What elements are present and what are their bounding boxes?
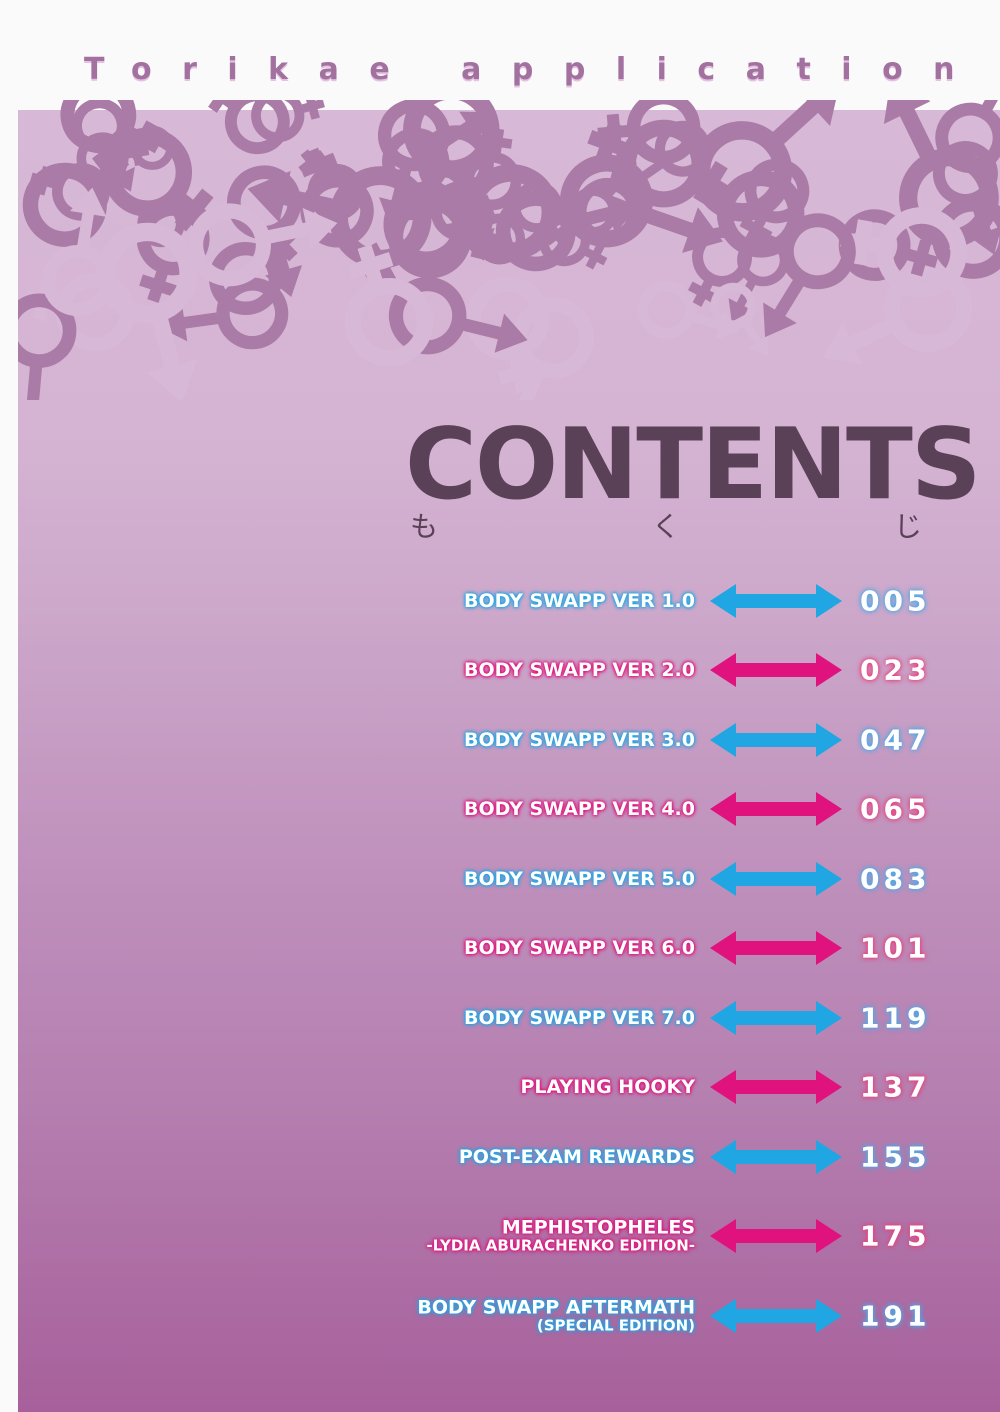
toc-entry-title-block: BODY SWAPP AFTERMATH (SPECIAL EDITION) <box>417 1298 695 1335</box>
toc-entry-page: 101 <box>860 931 931 965</box>
toc-entry-page: 065 <box>860 792 931 826</box>
double-arrow-icon <box>710 723 842 757</box>
double-arrow-icon <box>710 792 842 826</box>
male-symbol-icon <box>71 100 135 192</box>
toc-entry-page: 023 <box>860 653 931 687</box>
toc-entry-page: 083 <box>860 862 931 896</box>
female-symbol-icon <box>251 100 325 143</box>
series-title: Torikae application <box>84 52 986 87</box>
toc-entry-subtitle: (SPECIAL EDITION) <box>536 1316 695 1335</box>
double-arrow-icon <box>710 1299 842 1333</box>
male-symbol-icon <box>822 263 973 365</box>
gender-symbols-decoration <box>18 100 1000 400</box>
male-symbol-icon <box>763 213 856 338</box>
male-symbol-icon <box>97 222 198 400</box>
toc-entry-page: 119 <box>860 1001 931 1035</box>
toc-entry[interactable]: BODY SWAPP VER 2.0 023 <box>300 640 940 700</box>
toc-entry-title: BODY SWAPP AFTERMATH <box>417 1296 695 1319</box>
double-arrow-icon <box>710 1070 842 1104</box>
toc-entry-page: 175 <box>860 1219 931 1253</box>
toc-entry[interactable]: BODY SWAPP VER 1.0 005 <box>300 571 940 631</box>
toc-entry[interactable]: BODY SWAPP AFTERMATH (SPECIAL EDITION) 19… <box>300 1286 940 1346</box>
toc-entry[interactable]: BODY SWAPP VER 4.0 065 <box>300 779 940 839</box>
female-symbol-icon <box>206 100 290 155</box>
toc-entry-title: POST-EXAM REWARDS <box>458 1146 695 1168</box>
toc-entry-page: 047 <box>860 723 931 757</box>
toc-entry-page: 005 <box>860 584 931 618</box>
male-symbol-icon <box>710 282 768 356</box>
toc-entry-title-block: BODY SWAPP VER 4.0 <box>464 799 695 819</box>
toc-entry-title: BODY SWAPP VER 6.0 <box>464 937 695 959</box>
female-symbol-icon <box>462 128 522 211</box>
kana-char: じ <box>893 510 922 543</box>
toc-entry-title: BODY SWAPP VER 4.0 <box>464 798 695 820</box>
kana-char: も <box>410 510 439 543</box>
female-symbol-icon <box>344 244 434 367</box>
page-title-kana: も く じ <box>410 505 922 545</box>
toc-entry-title: BODY SWAPP VER 5.0 <box>464 868 695 890</box>
double-arrow-icon <box>710 862 842 896</box>
toc-entry-title-block: PLAYING HOOKY <box>520 1077 695 1097</box>
toc-entry[interactable]: PLAYING HOOKY 137 <box>300 1057 940 1117</box>
toc-entry-page: 155 <box>860 1140 931 1174</box>
male-symbol-icon <box>188 203 338 287</box>
double-arrow-icon <box>710 1140 842 1174</box>
toc-entry[interactable]: BODY SWAPP VER 3.0 047 <box>300 710 940 770</box>
toc-entry-page: 191 <box>860 1299 931 1333</box>
toc-entry-title: BODY SWAPP VER 7.0 <box>464 1007 695 1029</box>
toc-entry-title: PLAYING HOOKY <box>520 1076 695 1098</box>
toc-entry[interactable]: POST-EXAM REWARDS 155 <box>300 1127 940 1187</box>
toc-entry-title-block: BODY SWAPP VER 1.0 <box>464 591 695 611</box>
toc-entry-subtitle: -LYDIA ABURACHENKO EDITION- <box>426 1236 695 1255</box>
toc-entry-title-block: BODY SWAPP VER 7.0 <box>464 1008 695 1028</box>
double-arrow-icon <box>710 653 842 687</box>
toc-entry-title-block: BODY SWAPP VER 5.0 <box>464 869 695 889</box>
female-symbol-icon <box>76 132 150 185</box>
male-symbol-icon <box>883 100 999 248</box>
toc-entry[interactable]: BODY SWAPP VER 5.0 083 <box>300 849 940 909</box>
male-symbol-icon <box>495 191 639 272</box>
toc-entry-title: BODY SWAPP VER 2.0 <box>464 659 695 681</box>
toc-entry-title-block: BODY SWAPP VER 3.0 <box>464 730 695 750</box>
page-title: CONTENTS <box>405 408 982 522</box>
male-symbol-icon <box>932 141 1000 255</box>
toc-entry[interactable]: MEPHISTOPHELES -LYDIA ABURACHENKO EDITION… <box>300 1206 940 1266</box>
toc-entry-title: BODY SWAPP VER 1.0 <box>464 590 695 612</box>
male-symbol-icon <box>511 296 594 400</box>
toc-entry-title-block: BODY SWAPP VER 6.0 <box>464 938 695 958</box>
double-arrow-icon <box>710 1001 842 1035</box>
toc-entry-title: MEPHISTOPHELES <box>501 1216 695 1239</box>
toc-entry-title-block: MEPHISTOPHELES -LYDIA ABURACHENKO EDITION… <box>427 1218 695 1255</box>
toc-entry-title: BODY SWAPP VER 3.0 <box>464 729 695 751</box>
toc-entry-title-block: BODY SWAPP VER 2.0 <box>464 660 695 680</box>
toc-entry-title-block: POST-EXAM REWARDS <box>459 1147 695 1167</box>
toc-entry-page: 137 <box>860 1070 931 1104</box>
double-arrow-icon <box>710 1219 842 1253</box>
kana-char: く <box>651 510 680 543</box>
double-arrow-icon <box>710 931 842 965</box>
toc-entry[interactable]: BODY SWAPP VER 7.0 119 <box>300 988 940 1048</box>
double-arrow-icon <box>710 584 842 618</box>
male-symbol-icon <box>403 100 500 256</box>
toc-entry[interactable]: BODY SWAPP VER 6.0 101 <box>300 918 940 978</box>
